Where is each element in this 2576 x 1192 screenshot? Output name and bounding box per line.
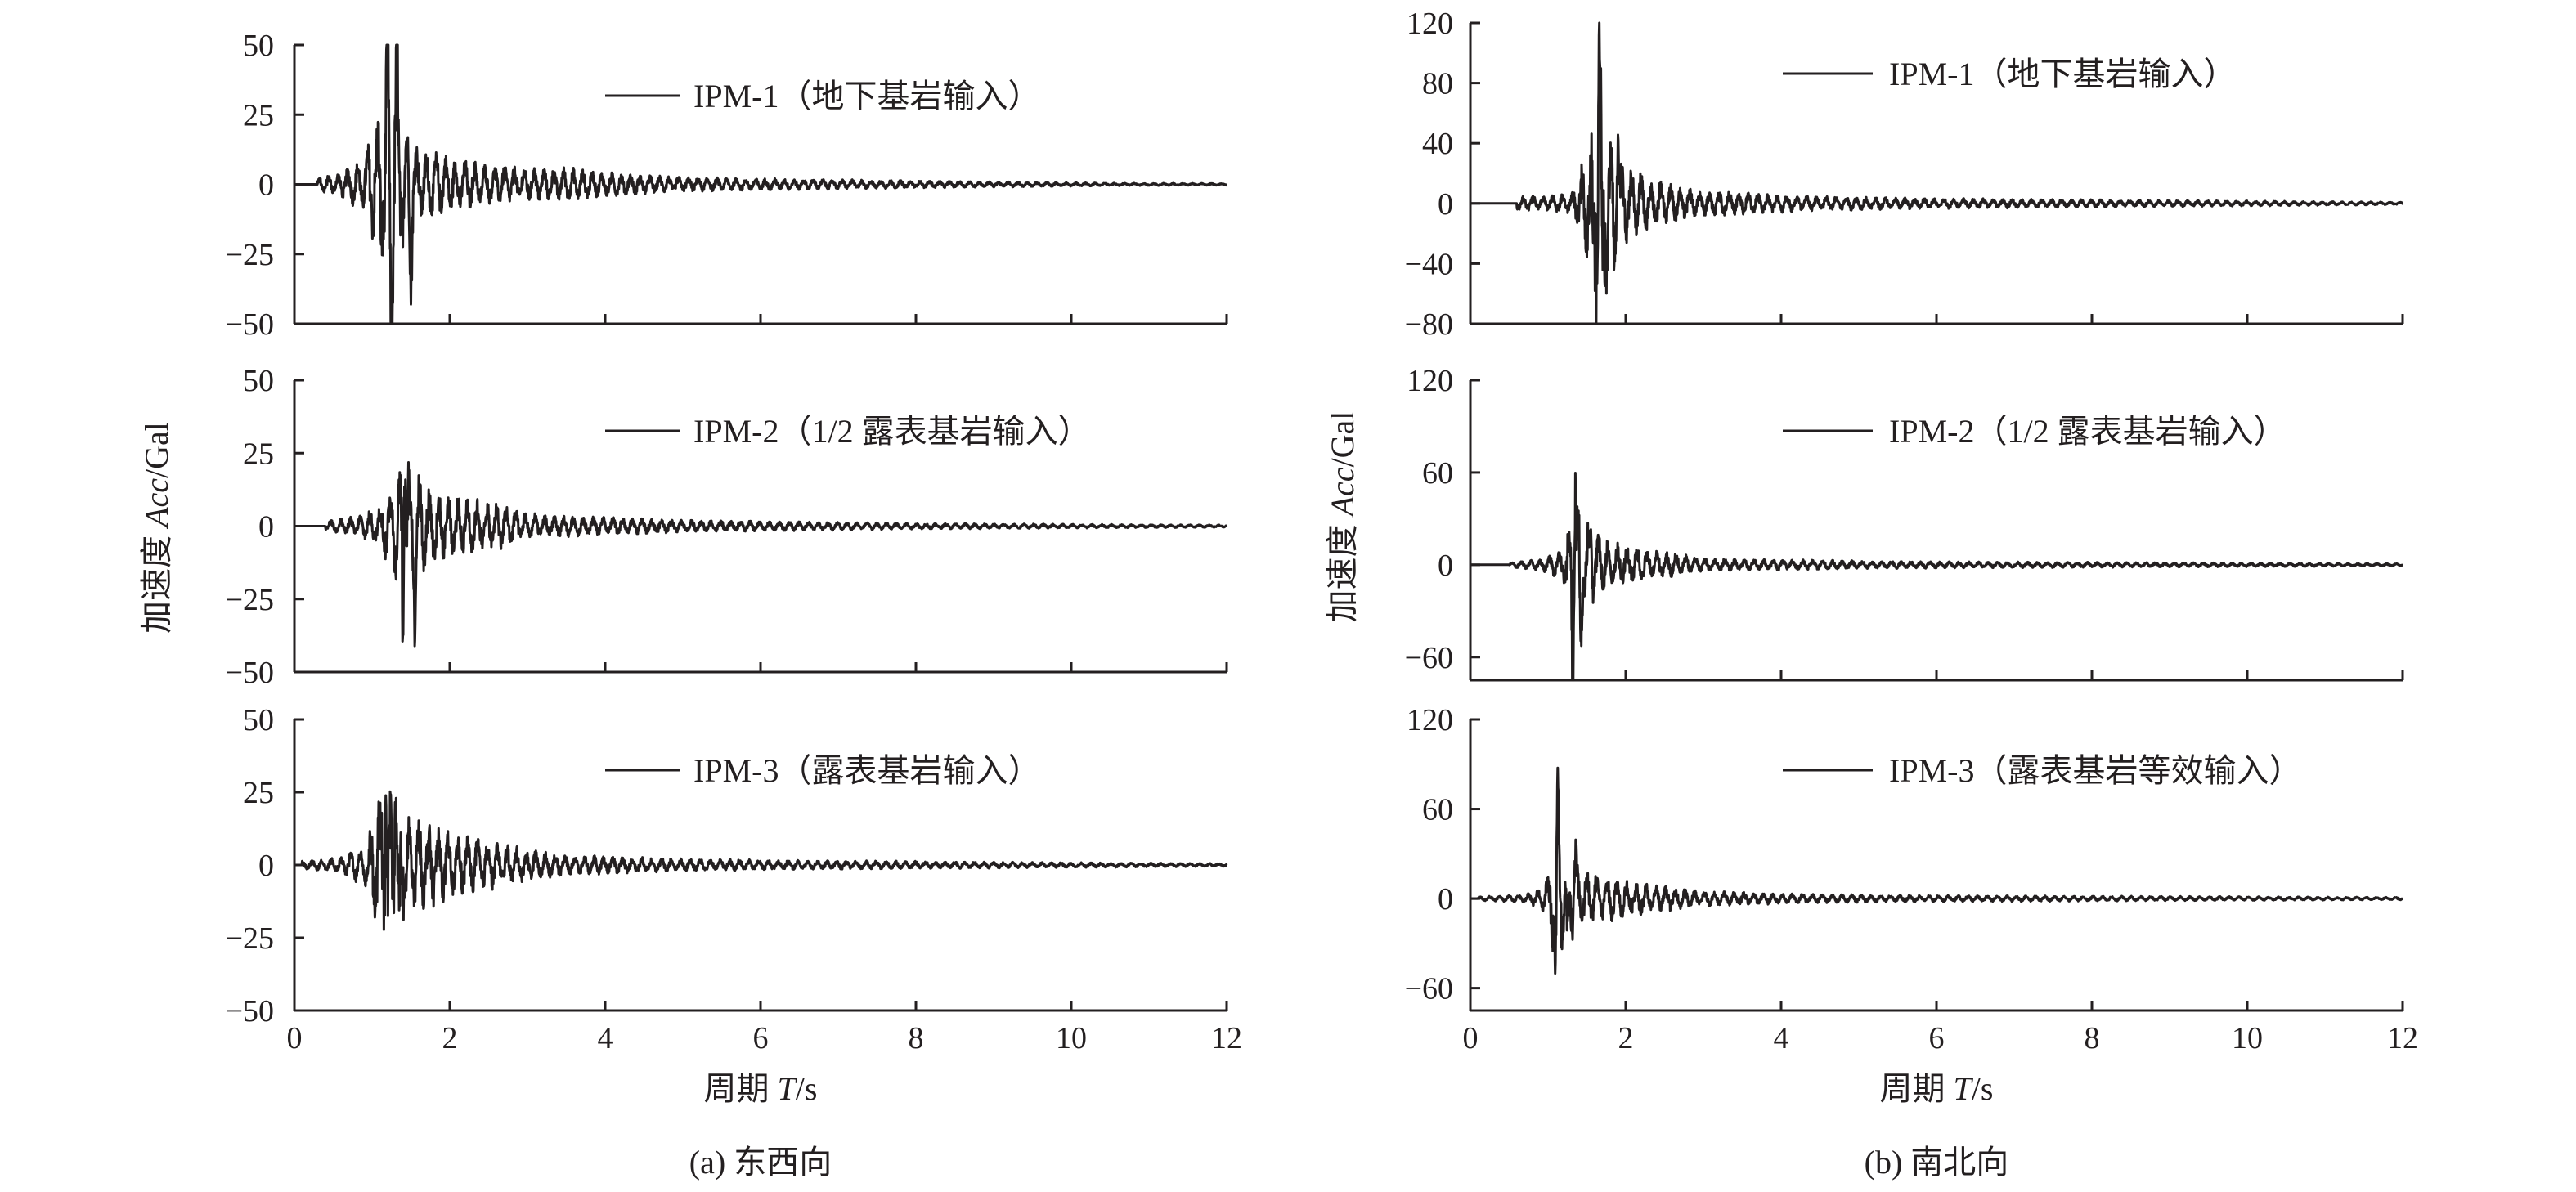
y-tick-label: −60 xyxy=(1405,641,1453,675)
y-axis-title: 加速度 Acc/Gal xyxy=(1324,411,1361,623)
y-tick-label: 0 xyxy=(1438,187,1453,222)
y-tick-label: 40 xyxy=(1422,127,1453,161)
y-tick-label: −50 xyxy=(226,994,274,1028)
x-tick-label: 4 xyxy=(598,1021,613,1055)
series-line xyxy=(293,43,1228,325)
x-axis-title: 周期 T/s xyxy=(1880,1070,1994,1107)
subplot-b-1: 120 80 40 0 −40 −80 IPM-1（地下基岩输入） xyxy=(1405,7,2404,342)
panel-caption: (a) 东西向 xyxy=(689,1144,832,1181)
y-tick-label: −60 xyxy=(1405,972,1453,1006)
y-tick-label: 50 xyxy=(243,29,274,63)
legend-label: IPM-2（1/2 露表基岩输入） xyxy=(693,413,1091,450)
y-tick-label: −50 xyxy=(226,656,274,690)
y-tick-label: 0 xyxy=(1438,549,1453,583)
y-tick-label: 120 xyxy=(1407,7,1453,41)
x-tick-label: 8 xyxy=(2085,1021,2100,1055)
x-tick-label: 4 xyxy=(1774,1021,1789,1055)
legend-label: IPM-3（露表基岩等效输入） xyxy=(1889,752,2301,789)
y-tick-label: −50 xyxy=(226,307,274,342)
x-tick-label: 2 xyxy=(442,1021,458,1055)
subplot-a-1: 50 25 0 −25 −50 IPM-1（地下基岩输入） xyxy=(226,29,1228,342)
subplot-a-2: 50 25 0 −25 −50 IPM-2（1/2 露表基岩输入） xyxy=(226,364,1228,690)
series-line xyxy=(293,461,1228,648)
panel-caption: (b) 南北向 xyxy=(1865,1144,2009,1181)
y-tick-label: 120 xyxy=(1407,703,1453,737)
y-axis-title: 加速度 Acc/Gal xyxy=(138,422,175,634)
series-line xyxy=(1469,472,2404,682)
y-tick-label: 0 xyxy=(258,510,274,544)
y-tick-label: 25 xyxy=(243,98,274,132)
y-tick-label: −40 xyxy=(1405,247,1453,281)
y-tick-label: −25 xyxy=(226,921,274,956)
y-tick-label: −25 xyxy=(226,583,274,617)
y-tick-label: 60 xyxy=(1422,793,1453,827)
y-tick-label: 120 xyxy=(1407,364,1453,398)
x-tick-label: 6 xyxy=(1929,1021,1945,1055)
x-tick-label: 8 xyxy=(909,1021,924,1055)
panel-b: 12080400−40−80IPM-1（地下基岩输入）120600−60IPM-… xyxy=(1324,7,2418,1181)
x-tick-label: 0 xyxy=(287,1021,303,1055)
y-tick-label: 25 xyxy=(243,776,274,810)
series-line xyxy=(1469,766,2404,975)
y-tick-label: 25 xyxy=(243,437,274,471)
x-tick-label: 2 xyxy=(1618,1021,1634,1055)
series-line xyxy=(1469,21,2404,325)
x-tick-label: 12 xyxy=(2387,1021,2418,1055)
x-tick-label: 0 xyxy=(1463,1021,1479,1055)
x-tick-label: 6 xyxy=(753,1021,769,1055)
subplot-b-2: 120 60 0 −60 IPM-2（1/2 露表基岩输入） xyxy=(1405,364,2404,682)
legend-label: IPM-1（地下基岩输入） xyxy=(693,78,1040,114)
series-line xyxy=(293,790,1228,931)
x-tick-label: 10 xyxy=(2232,1021,2263,1055)
legend-label: IPM-1（地下基岩输入） xyxy=(1889,56,2236,92)
subplot-a-3: 50 25 0 −25 −50 IPM-3（露表基岩输入） xyxy=(226,703,1228,1028)
x-axis-title: 周期 T/s xyxy=(704,1070,818,1107)
y-tick-label: 80 xyxy=(1422,67,1453,101)
y-tick-label: 50 xyxy=(243,364,274,398)
y-tick-label: 0 xyxy=(258,849,274,883)
y-tick-label: −25 xyxy=(226,238,274,272)
y-tick-label: −80 xyxy=(1405,307,1453,342)
x-tick-label: 10 xyxy=(1056,1021,1087,1055)
y-tick-label: 0 xyxy=(1438,882,1453,916)
x-tick-label: 12 xyxy=(1211,1021,1242,1055)
y-tick-label: 0 xyxy=(258,168,274,203)
panel-a: 50250−25−50IPM-1（地下基岩输入）50250−25−50IPM-2… xyxy=(138,29,1242,1181)
y-tick-label: 50 xyxy=(243,703,274,737)
legend-label: IPM-3（露表基岩输入） xyxy=(693,752,1040,789)
subplot-b-3: 120 60 0 −60 IPM-3（露表基岩等效输入） xyxy=(1405,703,2404,1012)
y-tick-label: 60 xyxy=(1422,456,1453,491)
legend-label: IPM-2（1/2 露表基岩输入） xyxy=(1889,413,2287,450)
